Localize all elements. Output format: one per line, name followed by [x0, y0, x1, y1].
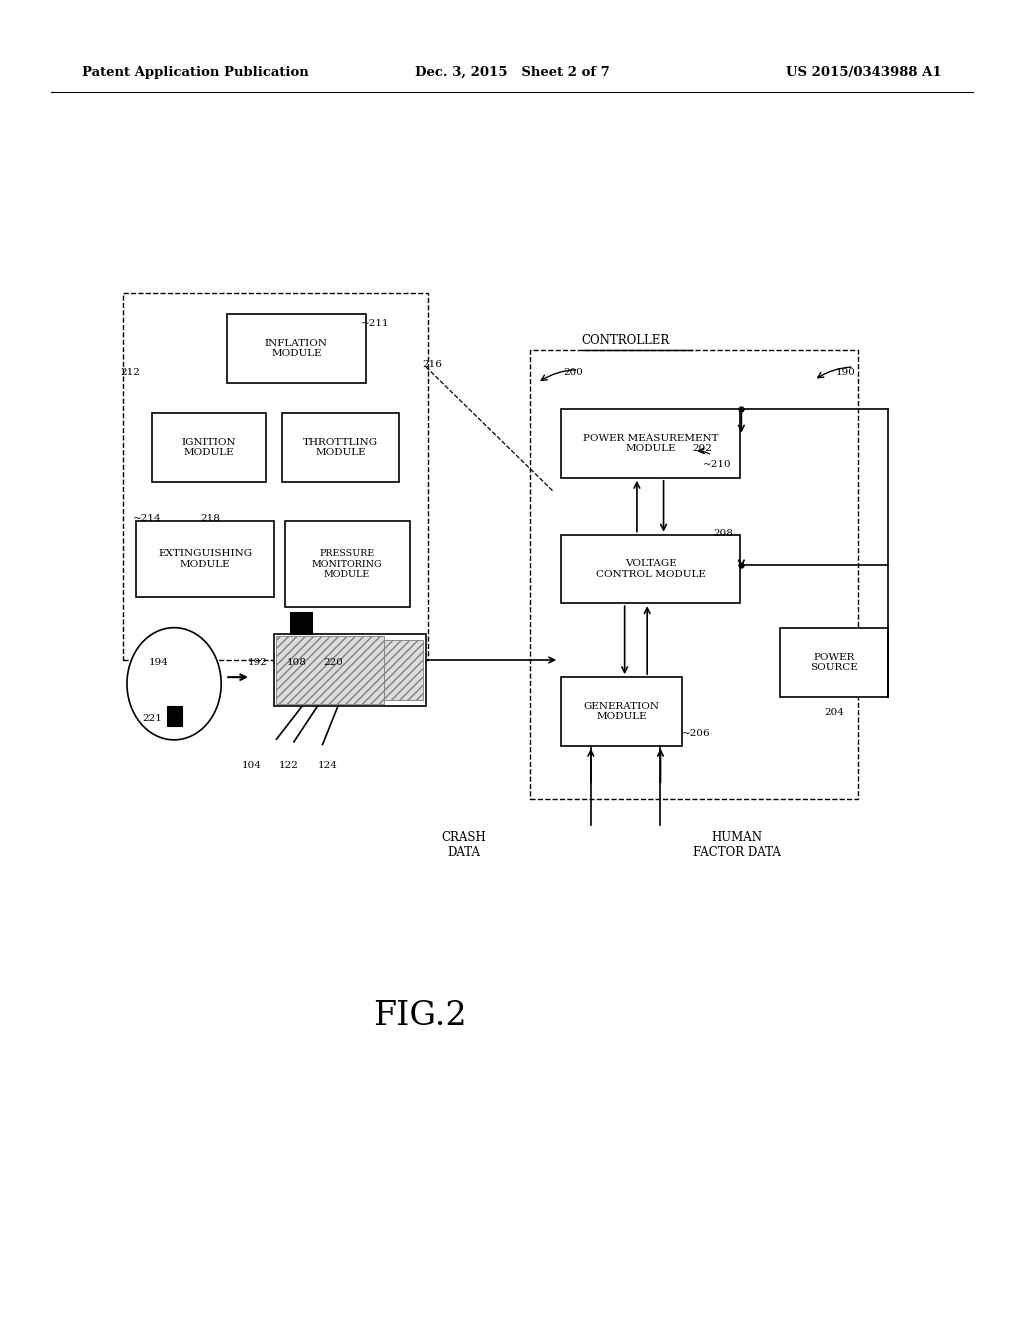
FancyBboxPatch shape — [285, 521, 410, 607]
Text: 192: 192 — [248, 659, 268, 667]
Text: PRESSURE
MONITORING
MODULE: PRESSURE MONITORING MODULE — [312, 549, 382, 579]
Text: 190: 190 — [836, 368, 856, 376]
FancyBboxPatch shape — [136, 521, 274, 597]
Text: 200: 200 — [563, 368, 584, 376]
FancyBboxPatch shape — [282, 413, 399, 482]
Text: INFLATION
MODULE: INFLATION MODULE — [265, 339, 328, 358]
Text: ~206: ~206 — [682, 730, 711, 738]
Text: 122: 122 — [279, 762, 299, 770]
Text: THROTTLING
MODULE: THROTTLING MODULE — [303, 438, 378, 457]
Text: Patent Application Publication: Patent Application Publication — [82, 66, 308, 79]
Text: 212: 212 — [120, 368, 140, 376]
Text: ~211: ~211 — [360, 319, 389, 327]
Text: 108: 108 — [287, 659, 307, 667]
Text: CRASH
DATA: CRASH DATA — [441, 830, 486, 859]
Bar — [274, 634, 426, 706]
FancyBboxPatch shape — [152, 413, 266, 482]
Text: 220: 220 — [323, 659, 343, 667]
Text: US 2015/0343988 A1: US 2015/0343988 A1 — [786, 66, 942, 79]
Text: IGNITION
MODULE: IGNITION MODULE — [181, 438, 237, 457]
Text: ~210: ~210 — [702, 461, 731, 469]
Text: ~214: ~214 — [133, 515, 162, 523]
Text: VOLTAGE
CONTROL MODULE: VOLTAGE CONTROL MODULE — [596, 560, 706, 578]
Text: POWER MEASUREMENT
MODULE: POWER MEASUREMENT MODULE — [583, 434, 719, 453]
Text: EXTINGUISHING
MODULE: EXTINGUISHING MODULE — [159, 549, 252, 569]
Text: CONTROLLER: CONTROLLER — [582, 334, 670, 347]
Text: 208: 208 — [713, 529, 733, 537]
FancyBboxPatch shape — [561, 409, 740, 478]
FancyBboxPatch shape — [561, 677, 682, 746]
Bar — [167, 706, 182, 726]
Text: 104: 104 — [242, 762, 262, 770]
Bar — [290, 612, 312, 634]
Text: Dec. 3, 2015   Sheet 2 of 7: Dec. 3, 2015 Sheet 2 of 7 — [415, 66, 609, 79]
FancyBboxPatch shape — [227, 314, 366, 383]
FancyBboxPatch shape — [780, 628, 888, 697]
Text: 218: 218 — [200, 515, 220, 523]
Text: 124: 124 — [317, 762, 338, 770]
FancyBboxPatch shape — [561, 535, 740, 603]
Text: 194: 194 — [148, 659, 169, 667]
Ellipse shape — [127, 627, 221, 739]
Text: 216: 216 — [422, 360, 442, 368]
Text: HUMAN
FACTOR DATA: HUMAN FACTOR DATA — [693, 830, 781, 859]
Text: 204: 204 — [824, 709, 845, 717]
Text: POWER
SOURCE: POWER SOURCE — [810, 653, 858, 672]
Text: GENERATION
MODULE: GENERATION MODULE — [584, 702, 659, 721]
Bar — [384, 640, 423, 700]
Text: 202: 202 — [692, 445, 713, 453]
Text: 221: 221 — [142, 714, 163, 722]
Text: FIG.2: FIG.2 — [373, 1001, 467, 1032]
Bar — [276, 636, 384, 704]
